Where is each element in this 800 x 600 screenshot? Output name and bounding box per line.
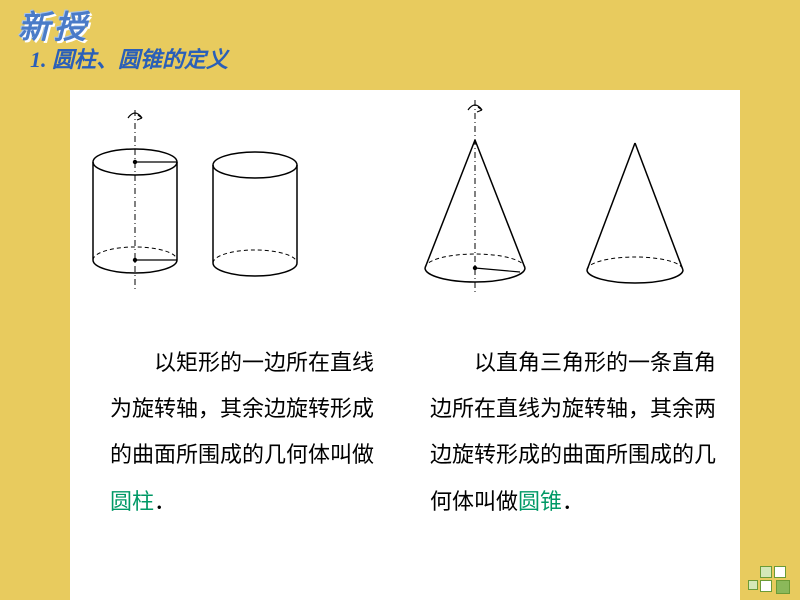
corner-sq (748, 580, 758, 590)
corner-sq (776, 580, 790, 594)
cyl-highlight: 圆柱 (110, 489, 154, 514)
cone-with-axis-diagram (410, 100, 540, 310)
cylinder-with-axis-diagram (80, 110, 190, 310)
cylinder-plain-diagram (205, 145, 305, 305)
cyl-text-pre: 以矩形的一边所在直线为旋转轴，其余边旋转形成的曲面所围成的几何体叫做 (110, 350, 374, 467)
corner-decoration (746, 556, 796, 596)
cyl-text-post: ． (154, 489, 176, 514)
corner-sq (760, 566, 772, 578)
cylinder-definition-text: 以矩形的一边所在直线为旋转轴，其余边旋转形成的曲面所围成的几何体叫做圆柱． (110, 340, 390, 525)
slide-subtitle: 1. 圆柱、圆锥的定义 (30, 42, 228, 74)
bg-left-bar (0, 90, 70, 600)
corner-sq (760, 580, 772, 592)
cone-definition-text: 以直角三角形的一条直角边所在直线为旋转轴，其余两边旋转形成的曲面所围成的几何体叫… (430, 340, 730, 525)
diagram-area (80, 110, 720, 320)
cone-highlight: 圆锥 (518, 489, 562, 514)
cone-text-post: ． (562, 489, 584, 514)
cone-plain-diagram (575, 135, 695, 305)
corner-sq (774, 566, 786, 578)
bg-right-bar (740, 90, 800, 600)
